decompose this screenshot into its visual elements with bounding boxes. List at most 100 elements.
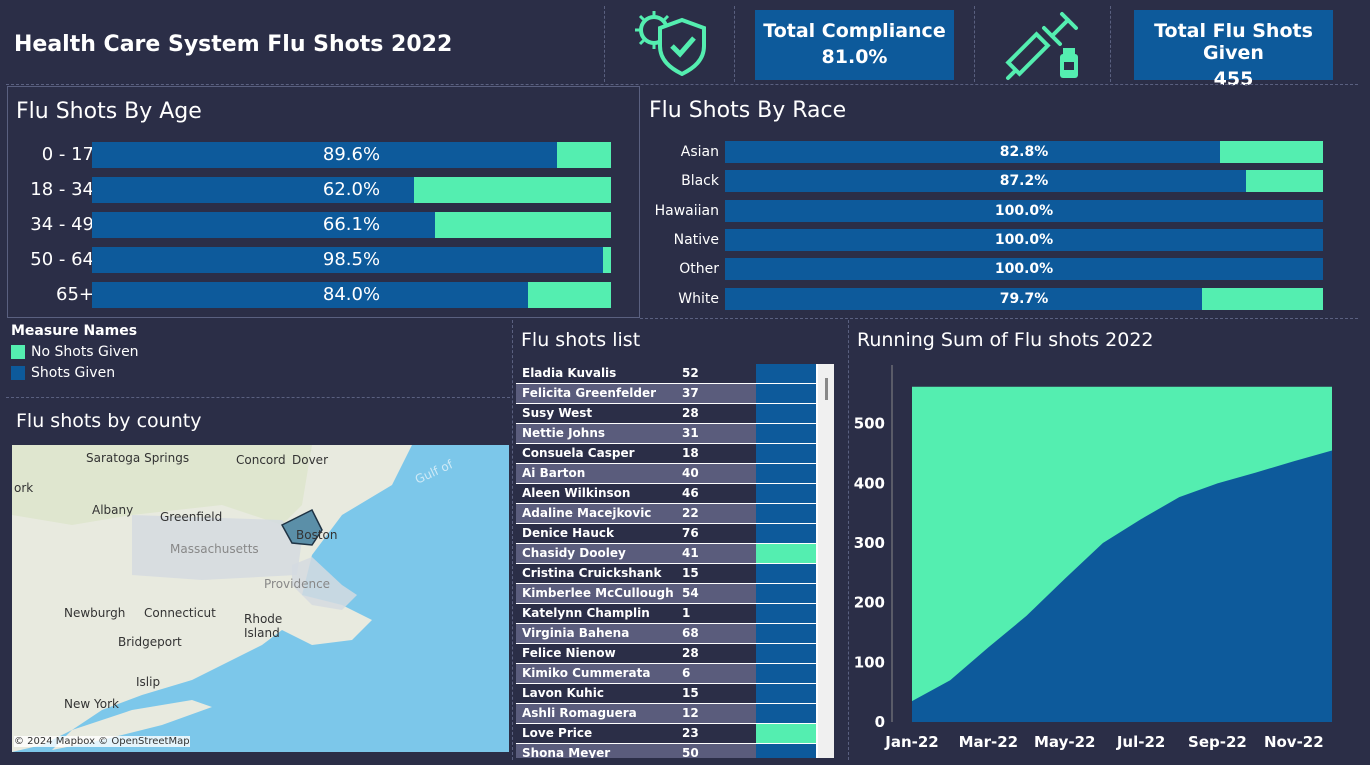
list-item[interactable]: Denice Hauck 76 (516, 524, 816, 544)
list-item-name: Virginia Bahena (522, 626, 630, 640)
map-place-label: Albany (92, 503, 134, 517)
list-item-age: 15 (682, 566, 699, 580)
chart-title: Running Sum of Flu shots 2022 (857, 329, 1154, 351)
list-item-status (756, 404, 816, 423)
flu-shots-list[interactable]: Eladia Kuvalis 52 Felicita Greenfelder 37 Su… (516, 364, 834, 758)
total-flu-shots-card: Total Flu Shots Given 455 (1134, 10, 1333, 90)
x-tick-label: Nov-22 (1264, 733, 1324, 751)
total-flu-shots-label: Total Flu Shots Given (1154, 20, 1313, 64)
list-item[interactable]: Adaline Macejkovic 22 (516, 504, 816, 524)
list-item[interactable]: Eladia Kuvalis 52 (516, 364, 816, 384)
age-bar-fill (92, 142, 558, 168)
list-item[interactable]: Virginia Bahena 68 (516, 624, 816, 644)
age-bar[interactable]: 84.0% (92, 282, 611, 308)
list-item[interactable]: Cristina Cruickshank 15 (516, 564, 816, 584)
list-item-status (756, 744, 816, 758)
map-place-label: Islip (136, 675, 161, 689)
race-bar-fill (725, 141, 1221, 163)
list-item-name: Lavon Kuhic (522, 686, 604, 700)
list-item-name: Felice Nienow (522, 646, 616, 660)
list-item-age: 23 (682, 726, 699, 740)
age-bar-value: 66.1% (322, 214, 381, 235)
list-item-age: 76 (682, 526, 699, 540)
race-bar[interactable]: 100.0% (725, 258, 1323, 281)
list-item[interactable]: Aleen Wilkinson 46 (516, 484, 816, 504)
race-bar[interactable]: 82.8% (725, 141, 1323, 163)
age-label: 0 - 17 (41, 144, 94, 165)
list-item-name: Nettie Johns (522, 426, 606, 440)
age-row: 34 - 49 66.1% (8, 212, 618, 238)
list-scrollbar[interactable] (818, 364, 834, 758)
list-item-age: 18 (682, 446, 699, 460)
list-item-status (756, 484, 816, 503)
age-bar[interactable]: 66.1% (92, 212, 611, 238)
age-section-title: Flu Shots By Age (16, 99, 202, 124)
race-bar-value: 82.8% (999, 144, 1049, 160)
list-item-status (756, 724, 816, 743)
legend-item-shots-given[interactable]: Shots Given (11, 362, 139, 383)
race-label: White (678, 290, 719, 307)
list-item[interactable]: Lavon Kuhic 15 (516, 684, 816, 704)
list-item-status (756, 624, 816, 643)
map-attribution[interactable]: © 2024 Mapbox © OpenStreetMap (14, 736, 190, 747)
list-item[interactable]: Chasidy Dooley 41 (516, 544, 816, 564)
y-tick-label: 400 (854, 474, 885, 492)
legend-title: Measure Names (11, 323, 138, 339)
y-tick-label: 500 (854, 415, 885, 433)
map-place-label: ork (14, 481, 34, 495)
list-item[interactable]: Consuela Casper 18 (516, 444, 816, 464)
list-item-name: Felicita Greenfelder (522, 386, 657, 400)
list-item-age: 22 (682, 506, 699, 520)
list-item-status (756, 364, 816, 383)
list-item-status (756, 584, 816, 603)
list-item-name: Katelynn Champlin (522, 606, 650, 620)
list-item-status (756, 644, 816, 663)
y-tick-label: 300 (854, 534, 885, 552)
list-item[interactable]: Ai Barton 40 (516, 464, 816, 484)
list-item[interactable]: Felice Nienow 28 (516, 644, 816, 664)
list-item[interactable]: Nettie Johns 31 (516, 424, 816, 444)
list-item[interactable]: Love Price 23 (516, 724, 816, 744)
race-bar[interactable]: 100.0% (725, 199, 1323, 222)
race-label: Hawaiian (654, 202, 719, 219)
race-bar-value: 100.0% (994, 202, 1054, 219)
list-item[interactable]: Shona Meyer 50 (516, 744, 816, 758)
race-bar[interactable]: 79.7% (725, 287, 1323, 310)
list-item-status (756, 564, 816, 583)
list-item-name: Love Price (522, 726, 593, 740)
race-label: Native (673, 231, 719, 248)
flu-shots-by-age-panel: Flu Shots By Age 0 - 17 89.6% 18 - 34 62.0%… (7, 86, 640, 318)
list-item-age: 31 (682, 426, 699, 440)
list-item-age: 37 (682, 386, 699, 400)
list-item-status (756, 384, 816, 403)
list-item[interactable]: Ashli Romaguera 12 (516, 704, 816, 724)
age-label: 50 - 64 (30, 249, 94, 270)
list-item-name: Susy West (522, 406, 593, 420)
list-item[interactable]: Felicita Greenfelder 37 (516, 384, 816, 404)
area-series-shots-given[interactable] (912, 450, 1332, 722)
age-label: 65+ (56, 284, 94, 305)
list-item-age: 12 (682, 706, 699, 720)
x-tick-label: May-22 (1034, 733, 1095, 751)
map-place-label: Connecticut (144, 606, 216, 620)
county-map[interactable]: Saratoga Springs Concord Dover ork Alban… (12, 445, 509, 752)
list-item-name: Chasidy Dooley (522, 546, 626, 560)
list-item[interactable]: Katelynn Champlin 1 (516, 604, 816, 624)
legend-item-no-shots[interactable]: No Shots Given (11, 341, 139, 362)
race-bar[interactable]: 100.0% (725, 228, 1323, 251)
race-bar[interactable]: 87.2% (725, 170, 1323, 193)
age-bar-fill (92, 247, 604, 273)
list-item-age: 6 (682, 666, 691, 680)
list-item-name: Ai Barton (522, 466, 586, 480)
age-bar[interactable]: 98.5% (92, 247, 611, 273)
list-item[interactable]: Kimberlee McCullough 54 (516, 584, 816, 604)
list-item-age: 1 (682, 606, 691, 620)
list-scroll-thumb[interactable] (825, 378, 828, 400)
running-sum-area-chart[interactable]: 0 100 200 300 400 500 Jan-22 Mar-22 May-22 Jul-22… (852, 360, 1352, 760)
map-place-label: New York (64, 697, 119, 711)
list-item[interactable]: Kimiko Cummerata 6 (516, 664, 816, 684)
age-bar[interactable]: 62.0% (92, 177, 611, 203)
list-item-age: 28 (682, 646, 699, 660)
list-item[interactable]: Susy West 28 (516, 404, 816, 424)
age-bar[interactable]: 89.6% (92, 142, 611, 168)
